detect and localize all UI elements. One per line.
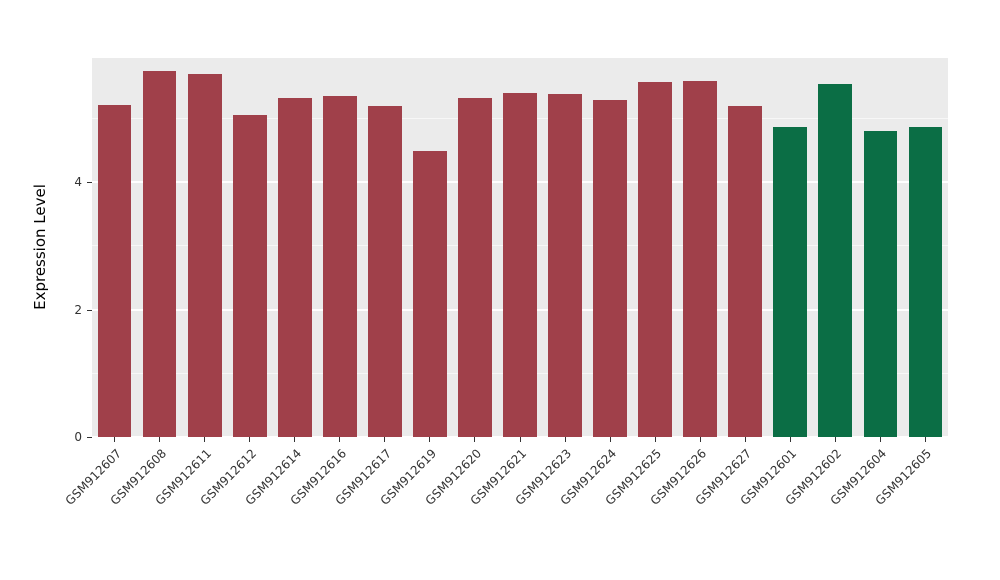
x-tick-mark xyxy=(924,437,926,442)
bar xyxy=(773,126,808,437)
bar xyxy=(232,115,267,437)
x-tick-mark xyxy=(834,437,836,442)
x-tick-mark xyxy=(744,437,746,442)
y-tick-mark xyxy=(87,437,92,438)
y-tick-mark xyxy=(87,182,92,184)
bar xyxy=(593,100,627,437)
bar xyxy=(908,126,943,437)
bar xyxy=(367,106,402,437)
bar xyxy=(818,84,853,437)
x-tick-mark xyxy=(159,437,161,442)
bar xyxy=(503,93,537,437)
y-tick-label: 0 xyxy=(74,430,82,444)
y-axis-title: Expression Level xyxy=(31,184,49,310)
bar xyxy=(322,96,357,437)
x-tick-mark xyxy=(474,437,476,442)
bar xyxy=(97,104,132,437)
x-tick-mark xyxy=(789,437,791,442)
y-tick-label: 2 xyxy=(74,302,82,317)
x-tick-mark xyxy=(699,437,701,442)
x-tick-mark xyxy=(114,437,116,442)
y-tick-mark xyxy=(87,309,92,311)
x-tick-mark xyxy=(519,437,521,442)
x-tick-mark xyxy=(654,437,656,442)
bar xyxy=(142,70,177,437)
x-tick-mark xyxy=(339,437,341,442)
bar xyxy=(458,97,492,437)
bar xyxy=(548,94,582,437)
bar xyxy=(683,80,718,437)
x-tick-mark xyxy=(384,437,386,442)
x-tick-mark xyxy=(609,437,611,442)
x-tick-mark xyxy=(879,437,881,442)
x-tick-mark xyxy=(204,437,206,442)
bar xyxy=(277,97,312,437)
bar xyxy=(413,151,447,437)
bar xyxy=(638,82,673,437)
bar xyxy=(187,73,222,437)
x-tick-mark xyxy=(249,437,251,442)
bar xyxy=(863,130,898,437)
x-tick-mark xyxy=(294,437,296,442)
bar xyxy=(728,106,763,437)
x-tick-mark xyxy=(429,437,431,442)
plot-panel xyxy=(92,58,948,437)
x-tick-mark xyxy=(564,437,566,442)
y-tick-label: 4 xyxy=(74,175,82,190)
